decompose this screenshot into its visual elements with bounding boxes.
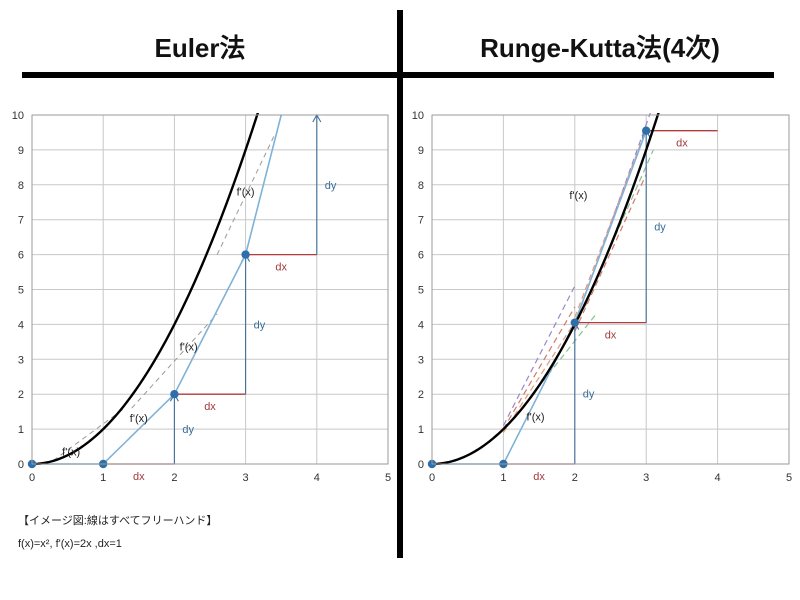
x-tick-label: 1 xyxy=(500,472,506,484)
y-tick-label: 10 xyxy=(12,110,24,122)
x-tick-label: 1 xyxy=(100,472,106,484)
dx-label: dx xyxy=(605,330,617,342)
dy-label: dy xyxy=(182,424,194,436)
y-tick-label: 3 xyxy=(418,354,424,366)
right-panel-title: Runge-Kutta法(4次) xyxy=(480,33,720,63)
dx-label: dx xyxy=(204,401,216,413)
dashed-slope-line xyxy=(574,113,651,325)
exact-curve xyxy=(32,113,260,466)
tangent-line xyxy=(216,135,275,255)
x-tick-label: 5 xyxy=(385,472,391,484)
runge-kutta-chart: 0 1 2 3 4 5 0 1 2 3 4 5 6 7 8 9 10 dx dx dx dy dy f'(x) f'(x) xyxy=(412,110,792,484)
slope-label: f'(x) xyxy=(130,413,148,425)
x-tick-label: 5 xyxy=(786,472,792,484)
dy-label: dy xyxy=(654,222,666,234)
plot-area xyxy=(32,113,322,466)
y-tick-label: 2 xyxy=(18,389,24,401)
dashed-slope-line xyxy=(574,128,647,318)
y-tick-label: 7 xyxy=(18,215,24,227)
y-tick-label: 5 xyxy=(418,285,424,297)
tangent-line xyxy=(131,313,218,409)
y-tick-label: 6 xyxy=(418,250,424,262)
y-tick-label: 8 xyxy=(418,180,424,192)
tangent-line xyxy=(53,407,125,461)
plot-frame xyxy=(31,114,389,465)
dashed-slope-line xyxy=(502,306,576,430)
y-tick-label: 1 xyxy=(18,424,24,436)
y-tick-label: 8 xyxy=(18,180,24,192)
y-tick-label: 0 xyxy=(418,459,424,471)
x-tick-label: 4 xyxy=(715,472,721,484)
y-tick-label: 1 xyxy=(418,424,424,436)
y-tick-label: 6 xyxy=(18,250,24,262)
euler-chart: 0 1 2 3 4 5012345678910dxdxdxdydydyf'(x)f'(x)… xyxy=(12,110,391,484)
dashed-slope-line xyxy=(502,285,576,426)
y-tick-label: 9 xyxy=(418,145,424,157)
y-tick-label: 9 xyxy=(18,145,24,157)
vertical-divider xyxy=(397,10,403,558)
y-tick-label: 2 xyxy=(418,389,424,401)
exact-curve xyxy=(432,113,660,466)
dx-label: dx xyxy=(275,262,287,274)
data-point xyxy=(642,126,651,135)
dx-label: dx xyxy=(676,138,688,150)
y-tick-label: 0 xyxy=(18,459,24,471)
x-tick-label: 3 xyxy=(243,472,249,484)
x-tick-label: 0 xyxy=(429,472,435,484)
dashed-slope-line xyxy=(574,174,647,332)
x-tick-label: 4 xyxy=(314,472,320,484)
dy-label: dy xyxy=(254,319,266,331)
y-tick-label: 7 xyxy=(418,215,424,227)
data-point xyxy=(241,250,250,259)
data-point xyxy=(570,318,579,327)
dx-label: dx xyxy=(133,471,145,483)
slope-label: f'(x) xyxy=(180,342,198,354)
x-tick-label: 3 xyxy=(643,472,649,484)
dy-label: dy xyxy=(583,388,595,400)
plot-area xyxy=(432,113,718,466)
y-tick-label: 3 xyxy=(18,354,24,366)
x-tick-label: 2 xyxy=(171,472,177,484)
slope-label: f'(x) xyxy=(237,186,255,198)
left-panel-title: Euler法 xyxy=(154,33,246,63)
y-tick-label: 4 xyxy=(418,319,424,331)
data-point xyxy=(170,390,179,399)
caption-note: 【イメージ図:線はすべてフリーハンド】 xyxy=(18,515,218,527)
slope-label: f'(x) xyxy=(569,190,587,202)
y-tick-label: 10 xyxy=(412,110,424,122)
dy-label: dy xyxy=(325,180,337,192)
slope-label: f'(x) xyxy=(62,446,80,458)
y-tick-label: 5 xyxy=(18,285,24,297)
dx-label: dx xyxy=(533,471,545,483)
plot-frame xyxy=(431,114,790,465)
y-tick-label: 4 xyxy=(18,319,24,331)
x-tick-label: 2 xyxy=(572,472,578,484)
x-tick-label: 0 xyxy=(29,472,35,484)
formula-note: f(x)=x², f'(x)=2x ,dx=1 xyxy=(18,538,122,550)
slope-label: f'(x) xyxy=(527,411,545,423)
